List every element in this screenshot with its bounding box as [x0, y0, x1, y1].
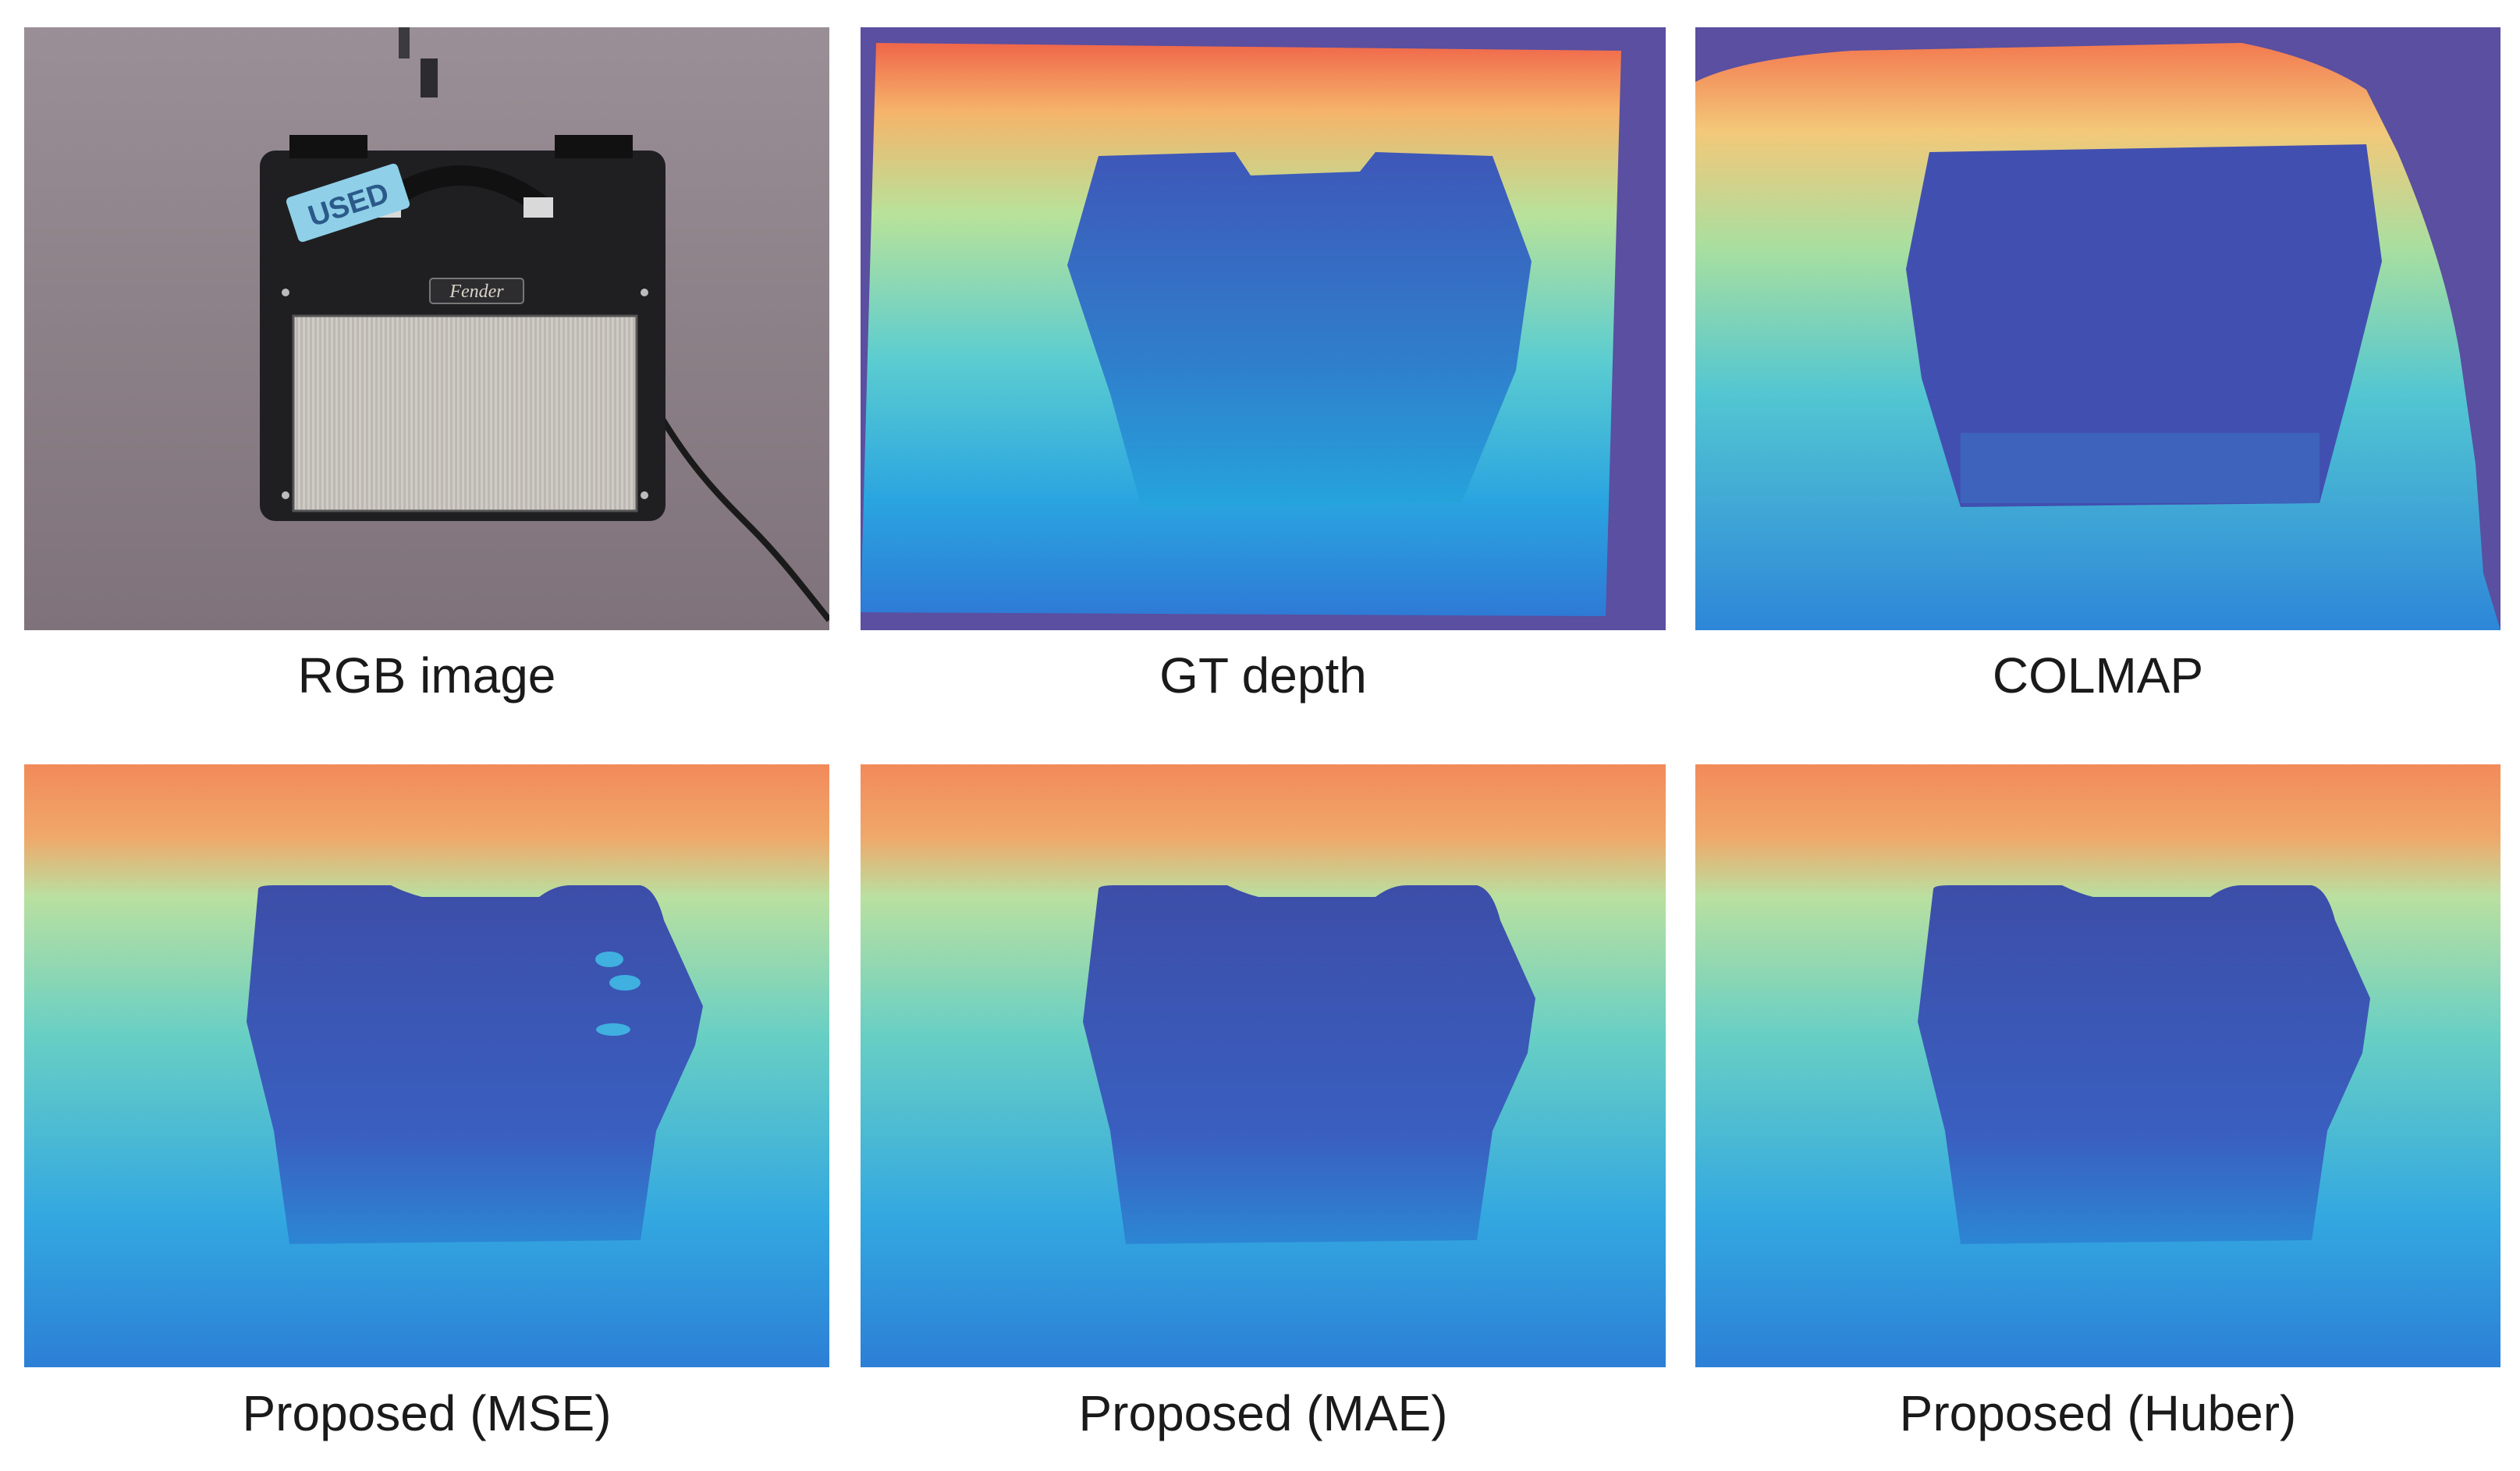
gt-depth-panel [861, 27, 1666, 630]
caption-gt-depth: GT depth [1159, 647, 1367, 704]
amp-depth-silhouette [247, 885, 703, 1244]
rgb-photo: USED Fender [24, 27, 829, 630]
caption-rgb-image: RGB image [297, 647, 556, 704]
colmap-panel [1695, 27, 2500, 630]
mae-depth-map [861, 764, 1666, 1367]
proposed-mse-panel [24, 764, 829, 1367]
caption-proposed-mae: Proposed (MAE) [1078, 1385, 1448, 1441]
rgb-image-panel: USED Fender [24, 27, 829, 630]
proposed-huber-panel [1695, 764, 2500, 1367]
mse-depth-map [24, 764, 829, 1367]
power-cable [649, 400, 829, 622]
amp-logo-text: Fender [449, 282, 504, 302]
chair-leg [399, 27, 410, 58]
amp-grille [292, 314, 638, 512]
amp-depth-silhouette [1083, 885, 1535, 1244]
amp-logo-plate [429, 278, 524, 304]
proposed-mae-panel [861, 764, 1666, 1367]
caption-proposed-huber: Proposed (Huber) [1899, 1385, 2297, 1441]
amp-depth-silhouette [1906, 144, 2382, 507]
caption-colmap: COLMAP [1992, 647, 2204, 704]
gt-depth-map [861, 27, 1666, 630]
amp-depth-silhouette [1067, 152, 1532, 507]
huber-depth-map [1695, 764, 2500, 1367]
colmap-depth-map [1695, 27, 2500, 630]
amp-depth-silhouette [1918, 885, 2370, 1244]
caption-proposed-mse: Proposed (MSE) [242, 1385, 612, 1441]
